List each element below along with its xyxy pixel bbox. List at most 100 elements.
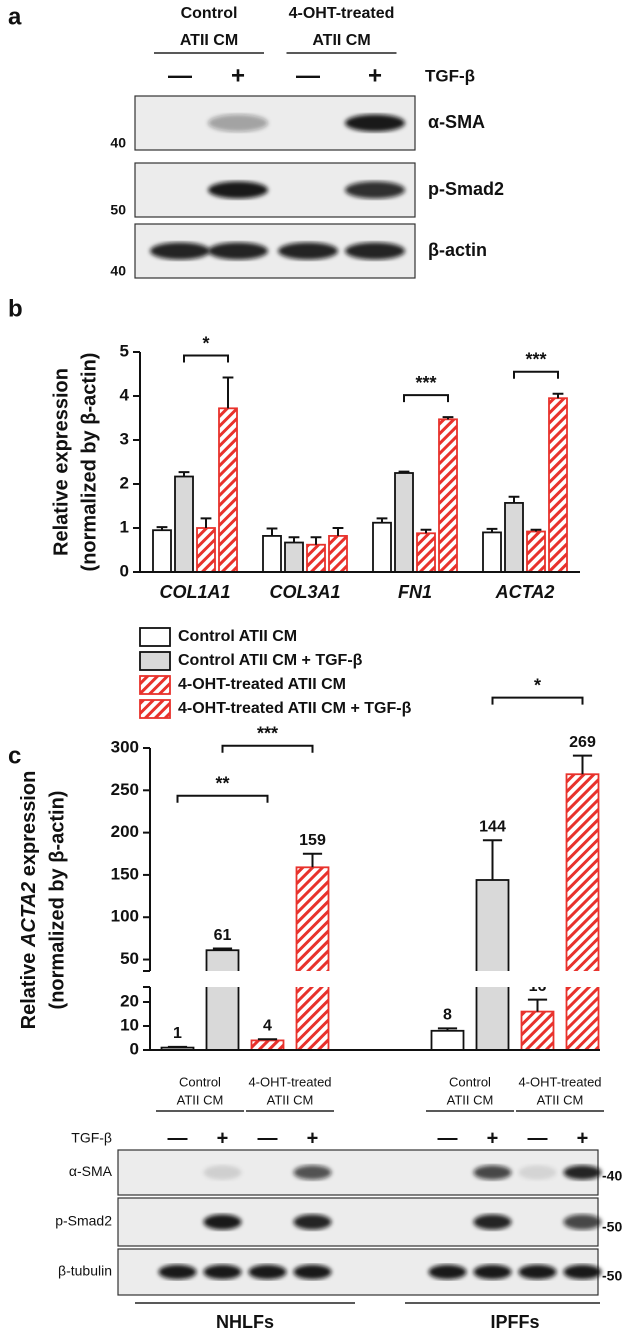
significance-bracket [491,696,584,705]
y-tick-label: 100 [111,907,139,926]
mw-marker: -40 [602,1168,622,1184]
group-label: ATII CM [312,32,370,49]
data-label: 144 [479,818,506,835]
significance-bracket [403,394,449,403]
lane-sign: — [168,1127,188,1149]
bar [295,866,330,1051]
bar [548,397,568,573]
blot-band [293,1165,332,1180]
legend-swatch [139,699,171,719]
data-label: 1 [173,1025,182,1042]
group-label: Control [181,5,238,22]
x-tick-label: NHLFs [216,1312,274,1332]
error-bar [156,526,168,531]
lane-sign: + [577,1127,589,1149]
x-tick-label: IPFFs [490,1312,539,1332]
legend-swatch [139,627,171,647]
error-bar [302,852,323,868]
error-bar [486,527,498,533]
error-bar [212,947,233,951]
error-bar [508,495,520,503]
lane-sign: + [368,62,382,89]
blot-label: β-actin [428,240,487,260]
blot-band [150,242,210,260]
data-label: 159 [299,832,326,849]
y-tick-label: 50 [120,949,139,968]
legend-swatch [139,675,171,695]
y-tick-label: 0 [130,1039,139,1058]
legend-swatch [139,651,171,671]
error-bar [266,527,278,536]
error-bar [257,1038,278,1041]
blot-band [293,1264,332,1280]
error-bar [332,527,344,536]
lane-sign: + [307,1127,319,1149]
error-bar [288,536,300,543]
mw-marker: -50 [602,1268,622,1284]
y-axis-label-part: Relative [18,947,40,1029]
significance-label: *** [415,373,436,393]
lane-sign: — [528,1127,548,1149]
bar [482,531,502,573]
error-bar [530,528,542,532]
bar [306,543,326,573]
blot-band [518,1165,557,1180]
mw-marker: 40 [110,135,126,151]
bar [328,535,348,573]
x-tick-label: COL1A1 [159,582,230,602]
blot-box [117,1248,599,1296]
mw-marker: 50 [110,202,126,218]
blot-band [278,242,338,260]
blot-band [345,242,405,260]
significance-label: * [534,675,541,695]
y-tick-label: 0 [120,561,129,580]
group-label: 4-OHT-treated [518,1074,601,1089]
blot-band [345,114,405,132]
y-axis-label: (normalized by β-actin) [46,791,68,1010]
bar [430,1029,465,1051]
blot-label: α-SMA [69,1163,113,1179]
bar [372,521,392,573]
blot-band [208,181,268,199]
y-axis-label: Relative expression [50,368,72,556]
group-label: ATII CM [180,32,238,49]
blot-band [293,1214,332,1230]
blot-box [117,1197,599,1247]
group-label: ATII CM [537,1092,584,1107]
lane-sign: + [231,62,245,89]
bar [284,541,304,573]
y-axis-label-part: expression [18,771,40,882]
lane-sign: — [438,1127,458,1149]
blot-band [563,1264,602,1280]
blot-band [473,1264,512,1280]
legend-label: 4-OHT-treated ATII CM [178,676,346,693]
x-tick-label: FN1 [398,582,432,602]
group-label: ATII CM [447,1092,494,1107]
x-tick-label: ACTA2 [495,582,555,602]
bar [218,407,238,573]
blot-band [473,1214,512,1230]
group-label: 4-OHT-treated [248,1074,331,1089]
legend-label: Control ATII CM + TGF-β [178,652,363,669]
y-tick-label: 300 [111,737,139,756]
blot-label: β-tubulin [58,1263,112,1279]
blot-band [473,1165,512,1180]
error-bar [572,754,593,775]
panel-label: c [8,742,21,769]
significance-label: *** [257,724,278,744]
y-axis-label: Relative ACTA2 expression [18,771,40,1030]
y-tick-label: 5 [120,341,129,360]
significance-bracket [513,370,559,379]
error-bar [527,998,548,1012]
error-bar [442,416,454,420]
bar [526,530,546,573]
error-bar [310,536,322,545]
blot-band [518,1264,557,1280]
error-bar [398,470,410,473]
significance-label: ** [215,774,229,794]
bar [262,535,282,573]
y-tick-label: 3 [120,429,129,448]
blot-band [158,1264,197,1280]
blot-label: α-SMA [428,112,485,132]
